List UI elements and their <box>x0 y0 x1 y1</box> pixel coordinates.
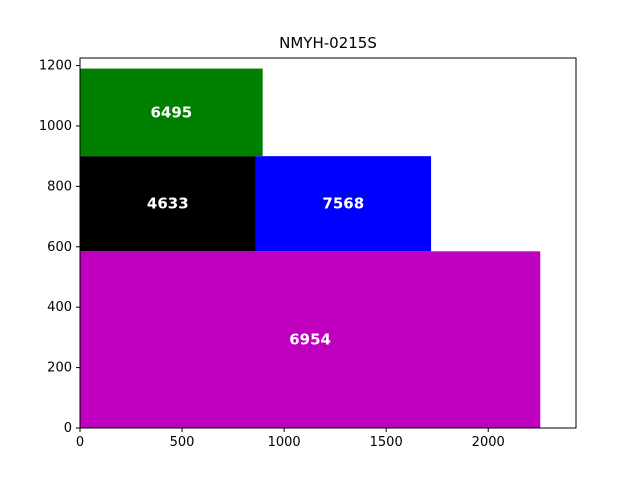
x-tick-label: 1000 <box>268 435 301 450</box>
x-tick-label: 0 <box>76 435 84 450</box>
axes-layer: 0 500 1000 1500 2000 0 200 400 600 800 1000 1200 <box>39 57 577 450</box>
block-label: 4633 <box>147 195 189 213</box>
block-label: 6495 <box>150 103 192 121</box>
axes-frame <box>79 57 577 429</box>
y-tick-label: 400 <box>47 300 72 315</box>
y-tick-label: 800 <box>47 179 72 194</box>
chart-title: NMYH-0215S <box>279 34 377 52</box>
block-label: 7568 <box>322 195 364 213</box>
x-tick-label: 2000 <box>472 435 505 450</box>
y-tick-label: 1200 <box>39 59 72 74</box>
y-tick-label: 200 <box>47 361 72 376</box>
y-tick-label: 600 <box>47 240 72 255</box>
y-tick-label: 0 <box>64 421 72 436</box>
block-label: 6954 <box>289 331 331 349</box>
y-tick-label: 1000 <box>39 119 72 134</box>
blocks-layer: 6954 4633 7568 6495 <box>80 68 541 428</box>
x-tick-label: 1500 <box>370 435 403 450</box>
block-rect <box>80 68 263 157</box>
x-tick-label: 500 <box>170 435 195 450</box>
block-rect <box>80 156 256 252</box>
block-rect <box>255 156 432 252</box>
block-rect <box>80 251 541 428</box>
